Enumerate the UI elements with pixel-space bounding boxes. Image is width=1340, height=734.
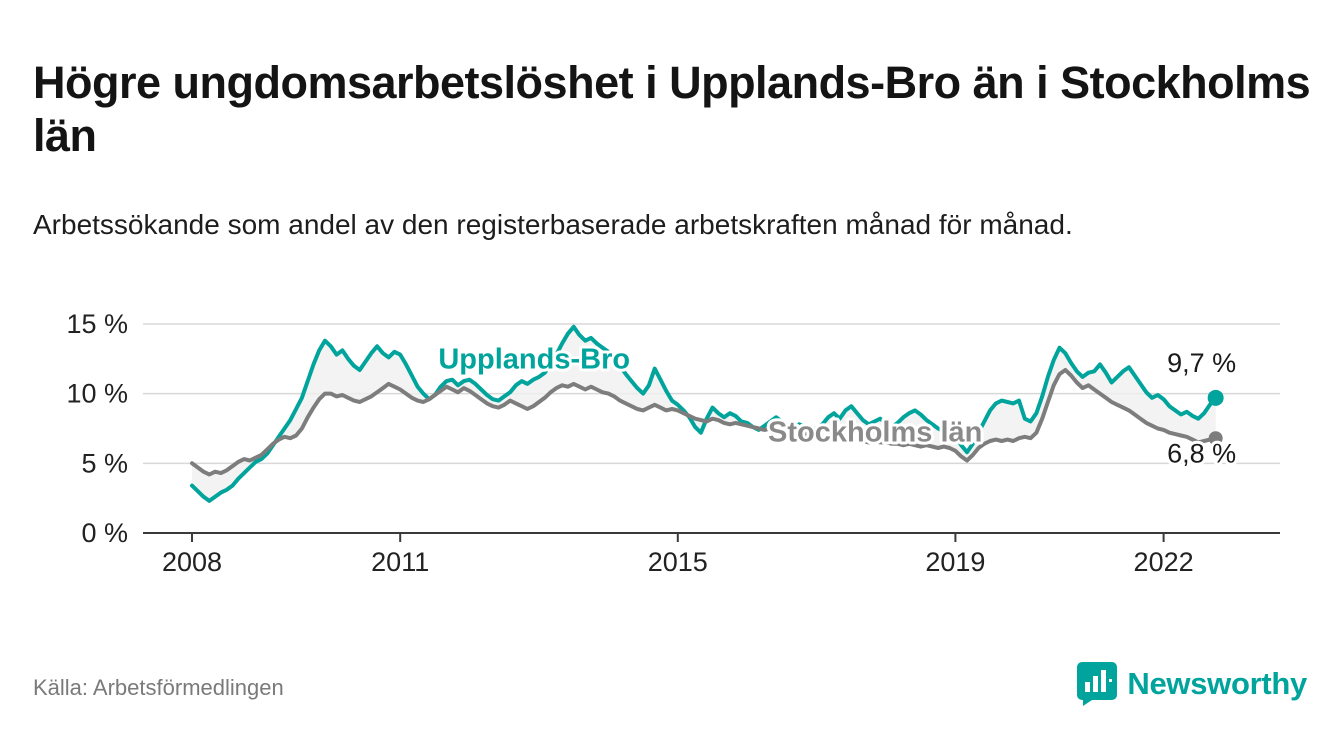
chart-annotation: Stockholms län <box>768 417 982 449</box>
y-tick-label: 10 % <box>66 379 128 409</box>
x-tick-label: 2022 <box>1134 547 1194 577</box>
chart-canvas: 2008 2011 2015 2019 2022 0 % 5 % 10 % 15 % Upplan… <box>66 309 1280 577</box>
unemployment-line-chart: 2008 2011 2015 2019 2022 0 % 5 % 10 % 15 % Upplan… <box>0 280 1340 590</box>
newsworthy-logo-icon <box>1077 662 1118 706</box>
y-tick-label: 0 % <box>81 518 128 548</box>
end-dot-stockholms-l-n <box>1208 431 1223 446</box>
chart-annotation: Upplands-Bro <box>438 344 630 376</box>
x-tick-label: 2019 <box>925 547 985 577</box>
chart-annotation: 9,7 % <box>1167 348 1236 378</box>
newsworthy-brand: Newsworthy <box>1077 662 1307 706</box>
end-dot-upplands-bro <box>1207 389 1224 406</box>
series-line-upplands-bro <box>190 324 1218 503</box>
x-tick-label: 2011 <box>371 547 429 577</box>
y-tick-label: 5 % <box>81 448 128 478</box>
series-line-stockholms-l-n <box>190 368 1218 477</box>
y-tick-label: 15 % <box>66 309 128 339</box>
chart-annotation: 6,8 % <box>1167 439 1236 469</box>
x-tick-label: 2008 <box>162 547 222 577</box>
page-title: Högre ungdomsarbetslöshet i Upplands-Bro… <box>33 57 1311 162</box>
page-subtitle: Arbetssökande som andel av den registerb… <box>33 209 1073 240</box>
between-series-band <box>192 326 1216 501</box>
x-tick-label: 2015 <box>648 547 708 577</box>
source-note: Källa: Arbetsförmedlingen <box>33 675 284 700</box>
newsworthy-wordmark: Newsworthy <box>1127 666 1307 701</box>
